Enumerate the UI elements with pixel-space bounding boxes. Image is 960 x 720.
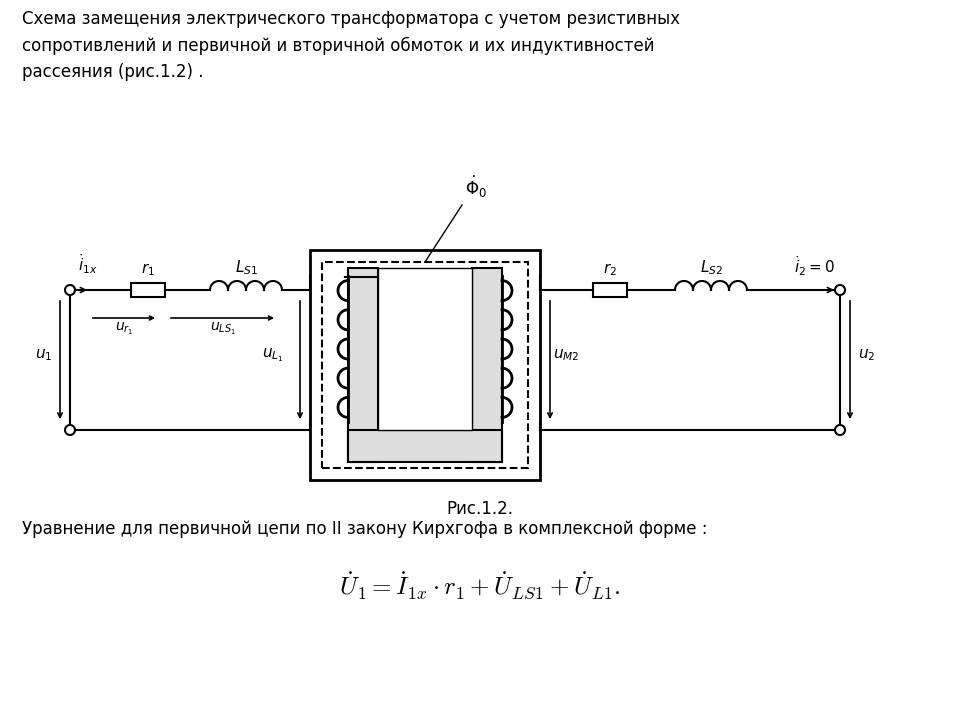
Text: Рис.1.2.: Рис.1.2. (446, 500, 514, 518)
Text: Уравнение для первичной цепи по II закону Кирхгофа в комплексной форме :: Уравнение для первичной цепи по II закон… (22, 520, 708, 538)
Text: $u_{M2}$: $u_{M2}$ (553, 347, 580, 363)
Text: $L_{S2}$: $L_{S2}$ (700, 258, 723, 277)
Bar (593, 283, 627, 297)
Text: $\dot{\Phi}_0$: $\dot{\Phi}_0$ (465, 174, 487, 200)
Bar (348, 268, 378, 462)
Text: $L_{S1}$: $L_{S1}$ (234, 258, 257, 277)
Text: Схема замещения электрического трансформатора с учетом резистивных
сопротивлений: Схема замещения электрического трансформ… (22, 10, 680, 81)
Text: $u_{L_1}$: $u_{L_1}$ (262, 346, 284, 364)
Text: $\dot{U}_1 = \dot{I}_{1x} \cdot r_1 + \dot{U}_{LS1} + \dot{U}_{L1} .$: $\dot{U}_1 = \dot{I}_{1x} \cdot r_1 + \d… (339, 570, 621, 600)
Text: $\dot{i}_2=0$: $\dot{i}_2=0$ (794, 254, 835, 278)
Bar (322, 262, 528, 468)
Text: $u_2$: $u_2$ (858, 347, 876, 363)
Bar (310, 250, 540, 480)
Text: $u_{LS_1}$: $u_{LS_1}$ (209, 321, 235, 337)
Circle shape (65, 285, 75, 295)
Circle shape (835, 425, 845, 435)
Text: $u_1$: $u_1$ (35, 347, 52, 363)
Text: $\dot{i}_{1x}$: $\dot{i}_{1x}$ (78, 253, 98, 276)
Circle shape (65, 425, 75, 435)
Bar (472, 268, 502, 462)
Text: $r_1$: $r_1$ (141, 261, 155, 278)
Bar (348, 430, 502, 462)
Text: $r_2$: $r_2$ (603, 261, 617, 278)
Bar (378, 268, 472, 430)
Text: $u_{r_1}$: $u_{r_1}$ (115, 321, 133, 337)
Bar (131, 283, 165, 297)
Circle shape (835, 285, 845, 295)
